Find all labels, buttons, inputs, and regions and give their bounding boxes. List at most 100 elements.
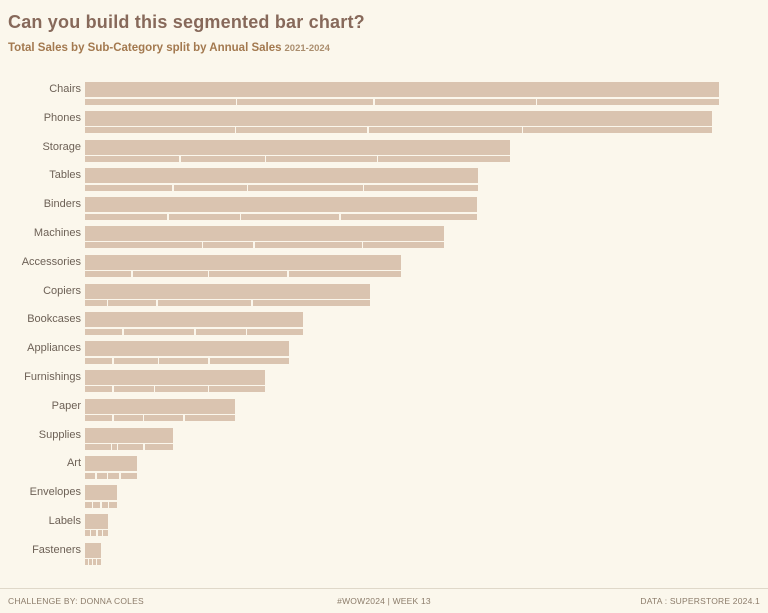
year-segment-2021[interactable] (85, 242, 202, 249)
year-segment-2022[interactable] (108, 300, 157, 307)
total-sales-bar[interactable] (85, 110, 712, 126)
year-segment-2024[interactable] (252, 300, 370, 307)
year-segment-2024[interactable] (340, 213, 477, 220)
year-segment-2022[interactable] (237, 98, 374, 105)
total-sales-bar[interactable] (85, 139, 510, 155)
year-segment-2022[interactable] (112, 444, 117, 451)
year-segment-2021[interactable] (85, 328, 123, 335)
year-segment-2022[interactable] (180, 156, 265, 163)
year-segment-2023[interactable] (248, 184, 363, 191)
year-segment-2023[interactable] (266, 156, 377, 163)
year-segment-2024[interactable] (247, 328, 304, 335)
total-sales-bar[interactable] (85, 312, 303, 328)
year-segment-2022[interactable] (113, 386, 154, 393)
total-sales-bar[interactable] (85, 254, 401, 270)
row-bars (85, 168, 479, 191)
total-sales-bar[interactable] (85, 341, 289, 357)
row-label: Chairs (49, 83, 81, 95)
year-segment-2024[interactable] (184, 415, 235, 422)
year-segment-2023[interactable] (159, 357, 209, 364)
total-sales-bar[interactable] (85, 398, 235, 414)
year-segment-2024[interactable] (109, 501, 117, 508)
year-segment-2021[interactable] (85, 472, 96, 479)
total-sales-bar[interactable] (85, 542, 101, 558)
total-sales-bar[interactable] (85, 197, 477, 213)
year-segment-2024[interactable] (364, 184, 479, 191)
year-segment-2021[interactable] (85, 127, 235, 134)
row-bars (85, 513, 108, 537)
year-segment-2024[interactable] (209, 386, 265, 393)
total-sales-bar[interactable] (85, 168, 478, 184)
year-segment-2024[interactable] (209, 357, 289, 364)
total-sales-bar[interactable] (85, 82, 719, 97)
year-segment-2024[interactable] (97, 559, 101, 566)
year-segment-2022[interactable] (96, 472, 107, 479)
year-segment-2024[interactable] (288, 271, 401, 278)
total-sales-bar[interactable] (85, 283, 370, 299)
year-segment-2023[interactable] (118, 444, 144, 451)
year-segment-2021[interactable] (85, 415, 113, 422)
year-segment-2022[interactable] (132, 271, 208, 278)
annual-segment-bar (85, 472, 137, 479)
annual-segment-bar (85, 213, 477, 220)
row-bars (85, 254, 401, 278)
year-segment-2024[interactable] (537, 98, 719, 105)
year-segment-2022[interactable] (113, 415, 143, 422)
year-segment-2024[interactable] (144, 444, 174, 451)
year-segment-2023[interactable] (144, 415, 184, 422)
year-segment-2021[interactable] (85, 501, 92, 508)
year-segment-2022[interactable] (236, 127, 368, 134)
total-sales-bar[interactable] (85, 225, 444, 241)
year-segment-2023[interactable] (101, 501, 108, 508)
row-bars (85, 369, 265, 393)
year-segment-2023[interactable] (368, 127, 522, 134)
total-sales-bar[interactable] (85, 427, 173, 443)
year-segment-2022[interactable] (168, 213, 240, 220)
year-segment-2023[interactable] (108, 472, 120, 479)
row-label: Paper (51, 399, 81, 412)
year-segment-2021[interactable] (85, 559, 88, 566)
total-sales-bar[interactable] (85, 513, 108, 529)
chart-row: Paper (0, 398, 768, 428)
annual-segment-bar (85, 386, 265, 393)
year-segment-2022[interactable] (91, 530, 97, 537)
year-segment-2021[interactable] (85, 184, 172, 191)
year-segment-2022[interactable] (113, 357, 158, 364)
year-segment-2022[interactable] (203, 242, 254, 249)
year-segment-2023[interactable] (209, 271, 288, 278)
year-segment-2021[interactable] (85, 386, 113, 393)
year-segment-2021[interactable] (85, 530, 90, 537)
year-segment-2023[interactable] (157, 300, 252, 307)
year-segment-2021[interactable] (85, 271, 132, 278)
year-segment-2022[interactable] (93, 501, 101, 508)
total-sales-bar[interactable] (85, 485, 117, 501)
year-segment-2024[interactable] (363, 242, 444, 249)
year-segment-2022[interactable] (123, 328, 195, 335)
year-segment-2023[interactable] (97, 530, 102, 537)
year-segment-2021[interactable] (85, 444, 111, 451)
year-segment-2023[interactable] (241, 213, 340, 220)
year-segment-2024[interactable] (120, 472, 137, 479)
year-segment-2021[interactable] (85, 213, 168, 220)
annual-segment-bar (85, 357, 289, 364)
total-sales-bar[interactable] (85, 369, 265, 385)
total-sales-bar[interactable] (85, 456, 137, 472)
year-segment-2022[interactable] (173, 184, 247, 191)
year-segment-2023[interactable] (374, 98, 536, 105)
year-segment-2022[interactable] (89, 559, 92, 566)
year-segment-2023[interactable] (93, 559, 96, 566)
year-segment-2023[interactable] (195, 328, 246, 335)
year-segment-2023[interactable] (254, 242, 362, 249)
year-segment-2021[interactable] (85, 98, 236, 105)
year-segment-2021[interactable] (85, 300, 107, 307)
chart-row: Appliances (0, 341, 768, 370)
year-segment-2024[interactable] (103, 530, 108, 537)
year-segment-2021[interactable] (85, 357, 113, 364)
year-segment-2024[interactable] (378, 156, 510, 163)
year-segment-2023[interactable] (155, 386, 208, 393)
year-segment-2021[interactable] (85, 156, 179, 163)
year-segment-2024[interactable] (523, 127, 712, 134)
annual-segment-bar (85, 300, 370, 307)
chart-row: Chairs (0, 82, 768, 111)
row-bars (85, 542, 101, 566)
